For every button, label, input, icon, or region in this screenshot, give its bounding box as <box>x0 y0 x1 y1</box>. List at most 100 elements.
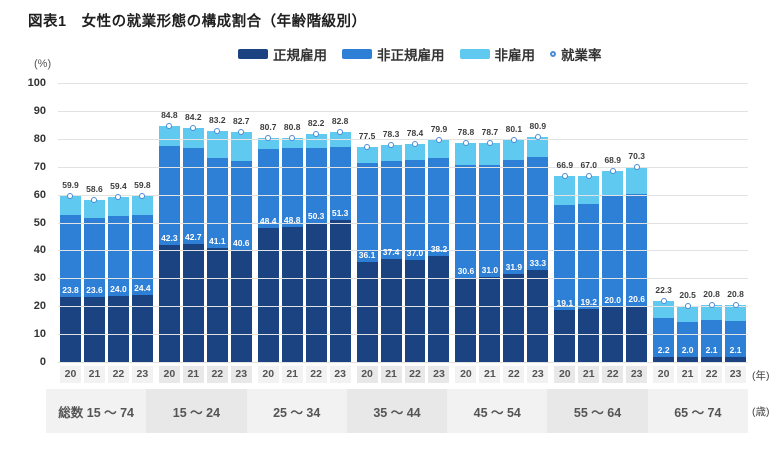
bar-group-1: 59.9 23.8 58.6 23.6 59.4 24.0 59.8 24.4 <box>60 84 153 363</box>
regular-value-label: 23.8 <box>62 284 79 295</box>
y-tick-label: 50 <box>33 216 46 229</box>
bar-segment-nonregular <box>83 217 105 298</box>
year-label-group-2: 20 21 22 23 <box>158 366 252 383</box>
year-label: 23 <box>428 366 450 383</box>
rate-marker <box>561 173 568 180</box>
legend-label-regular: 正規雇用 <box>273 48 327 63</box>
bar-segment-regular <box>158 244 180 363</box>
rate-marker <box>412 141 418 148</box>
nonregular-swatch-icon <box>342 49 372 59</box>
regular-value-label: 36.1 <box>358 250 376 261</box>
bar-segment-regular <box>329 219 351 363</box>
bar-segment-nonregular <box>230 160 252 250</box>
rate-value-label: 20.5 <box>679 289 696 300</box>
year-label: 23 <box>527 366 549 383</box>
bar-segment-nonemployed <box>701 304 723 321</box>
bar-segment-nonregular <box>626 194 648 306</box>
bar-segment-regular <box>107 296 129 363</box>
stacked-bar: 59.9 23.8 <box>60 84 81 363</box>
stacked-bar: 20.8 2.1 <box>725 84 747 363</box>
bar-segment-nonregular <box>380 161 402 259</box>
rate-marker <box>684 302 691 309</box>
age-group-band: 65 ～ 74 <box>647 389 748 433</box>
bar-segment-nonregular <box>725 320 747 358</box>
regular-value-label: 31.9 <box>505 262 523 272</box>
bar-segment-regular <box>404 259 426 363</box>
stacked-bar: 59.4 24.0 <box>107 84 129 363</box>
stacked-bar: 78.4 37.0 <box>404 84 426 363</box>
bar-segment-nonemployed <box>653 300 675 319</box>
bar-segment-nonemployed <box>527 137 549 158</box>
rate-value-label: 78.4 <box>406 128 424 139</box>
stacked-bar: 78.7 31.0 <box>479 84 501 363</box>
year-label: 21 <box>83 366 105 383</box>
rate-marker <box>510 136 517 143</box>
rate-value-label: 80.8 <box>283 121 301 132</box>
rate-value-label: 80.7 <box>259 121 277 132</box>
age-group-band: 45 ～ 54 <box>447 389 548 433</box>
gridline <box>58 222 748 224</box>
y-tick-label: 10 <box>33 328 46 341</box>
stacked-bar: 20.5 2.0 <box>677 84 699 363</box>
rate-marker <box>534 134 541 141</box>
bar-segment-nonregular <box>428 158 450 257</box>
rate-marker <box>585 173 592 180</box>
x-axis-year-row: 20 21 22 23 20 21 22 23 20 21 22 23 20 21 22 23 20 21 22 23… <box>58 366 748 383</box>
bar-segment-nonemployed <box>60 195 81 216</box>
stacked-bar: 80.1 31.9 <box>503 84 525 363</box>
bar-segment-regular <box>653 356 675 363</box>
year-label: 20 <box>158 366 180 383</box>
bar-segment-nonemployed <box>257 137 279 150</box>
bar-segment-nonregular <box>404 159 426 260</box>
regular-value-label: 37.0 <box>406 247 424 258</box>
stacked-bar: 22.3 2.2 <box>653 84 675 363</box>
bar-segment-regular <box>479 276 501 363</box>
year-label: 22 <box>602 366 624 383</box>
rate-value-label: 59.4 <box>110 181 127 192</box>
bar-segment-nonemployed <box>206 130 228 159</box>
stacked-bar: 84.2 42.7 <box>182 84 204 363</box>
age-group-band: 15 ～ 24 <box>146 389 247 433</box>
bar-segment-nonemployed <box>455 143 477 165</box>
stacked-bar: 67.0 19.2 <box>578 84 600 363</box>
bar-segment-nonregular <box>554 205 576 310</box>
y-tick-label: 20 <box>33 300 46 313</box>
year-label-group-7: 20 21 22 23 <box>653 366 747 383</box>
bar-segment-regular <box>677 357 699 363</box>
regular-value-label: 2.1 <box>729 345 742 356</box>
bar-segment-regular <box>380 258 402 363</box>
year-label: 22 <box>107 366 129 383</box>
stacked-bar: 68.9 20.0 <box>602 84 624 363</box>
bar-segment-regular <box>131 294 153 363</box>
year-label: 23 <box>626 366 648 383</box>
bar-segment-regular <box>356 262 378 363</box>
stacked-bar: 66.9 19.1 <box>554 84 576 363</box>
bar-segment-nonemployed <box>578 176 600 204</box>
y-tick-label: 30 <box>33 272 46 285</box>
age-group-band: 総数 15 ～ 74 <box>46 389 147 433</box>
bar-segment-nonemployed <box>503 139 525 160</box>
bar-segment-regular <box>182 243 204 363</box>
rate-marker <box>289 134 296 141</box>
regular-value-label: 24.0 <box>110 284 127 295</box>
rate-value-label: 83.2 <box>209 114 226 125</box>
regular-value-label: 38.2 <box>430 244 448 255</box>
regular-value-label: 20.0 <box>604 295 621 306</box>
rate-value-label: 20.8 <box>703 288 720 299</box>
rate-marker <box>214 127 221 134</box>
rate-marker <box>364 143 371 150</box>
year-label: 22 <box>701 366 723 383</box>
rate-value-label: 84.2 <box>185 112 202 123</box>
rate-marker <box>609 167 616 174</box>
bar-segment-nonemployed <box>230 132 252 161</box>
year-label: 20 <box>257 366 279 383</box>
bar-segment-nonregular <box>305 147 327 223</box>
year-label: 23 <box>329 366 351 383</box>
rate-marker <box>313 130 320 137</box>
stacked-bar: 82.7 40.6 <box>230 84 252 363</box>
year-label: 20 <box>455 366 477 383</box>
year-label-group-6: 20 21 22 23 <box>554 366 648 383</box>
regular-value-label: 42.7 <box>185 231 202 242</box>
bar-group-6: 66.9 19.1 67.0 19.2 68.9 20.0 70.3 20.6 <box>554 84 648 363</box>
